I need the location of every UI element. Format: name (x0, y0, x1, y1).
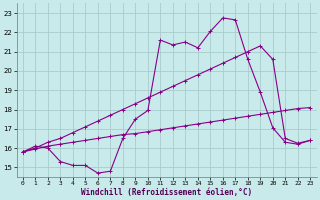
X-axis label: Windchill (Refroidissement éolien,°C): Windchill (Refroidissement éolien,°C) (81, 188, 252, 197)
